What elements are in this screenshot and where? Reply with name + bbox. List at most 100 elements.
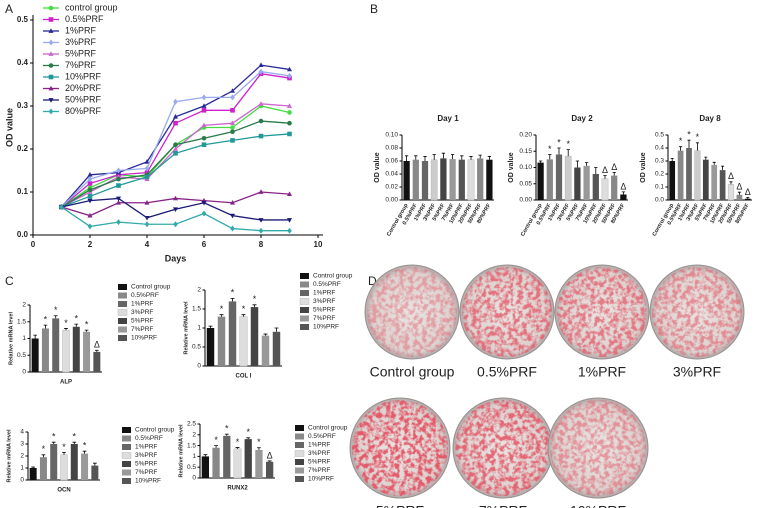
y-tick-label: 2 [20, 453, 24, 460]
bar [39, 457, 47, 480]
legend-swatch [295, 433, 304, 440]
error-bar [31, 466, 35, 468]
bar [601, 178, 609, 201]
y-tick-label: 0.2 [17, 144, 29, 153]
panel-letter: A [5, 2, 13, 16]
legend-label: 7%PRF [65, 60, 97, 70]
y-tick-label: 1 [20, 465, 24, 472]
panel-letter: C [5, 274, 14, 288]
error-bar [679, 146, 683, 151]
marker [287, 120, 292, 126]
marker [287, 110, 292, 115]
y-tick-label: 0.1 [17, 187, 29, 196]
error-bar [95, 349, 99, 352]
plate-label: 3%PRF [673, 364, 721, 380]
legend-label: 10%PRF [313, 324, 339, 331]
bar [403, 161, 410, 200]
error-bar [566, 149, 570, 157]
legend-swatch [300, 315, 309, 322]
annotation: * [566, 139, 570, 149]
bar [217, 316, 226, 366]
annotation: * [52, 432, 56, 442]
marker [229, 213, 236, 219]
bar [412, 159, 419, 200]
error-bar [41, 454, 46, 458]
legend-swatch [300, 281, 309, 288]
bar [93, 351, 101, 372]
x-axis-label: Days [165, 253, 187, 263]
legend-label: 5%PRF [313, 307, 335, 314]
legend-label: 7%PRF [135, 469, 157, 476]
y-tick-label: 1.5 [192, 306, 201, 313]
error-bar [72, 441, 77, 444]
marker [116, 219, 121, 226]
marker [87, 223, 93, 230]
y-tick-label: 0.04 [385, 171, 398, 178]
y-tick-label: 0.3 [17, 101, 29, 110]
marker [258, 62, 264, 67]
marker [258, 101, 264, 106]
y-tick-label: 0.5 [192, 344, 201, 351]
legend-swatch [295, 442, 304, 448]
y-axis-label: Relative mRNA level [6, 429, 12, 482]
bar [449, 159, 456, 200]
marker [287, 131, 292, 137]
marker [48, 28, 54, 33]
marker [116, 183, 121, 188]
marker [144, 215, 150, 221]
bar [266, 461, 274, 478]
legend-swatch [295, 476, 304, 482]
marker [144, 199, 150, 205]
marker [230, 108, 235, 113]
marker [87, 198, 93, 204]
annotation: * [44, 314, 48, 324]
annotation: * [83, 441, 87, 451]
x-axis-label: OCN [57, 488, 70, 494]
error-bar [219, 314, 224, 317]
annotation: Δ [602, 165, 608, 175]
marker [230, 129, 235, 135]
x-tick-label: 0 [31, 240, 36, 249]
error-bar [695, 142, 699, 151]
marker [258, 133, 264, 139]
error-bar [746, 197, 750, 199]
error-bar [51, 441, 56, 444]
marker [59, 204, 64, 211]
legend-swatch [118, 326, 127, 333]
annotation: Δ [620, 181, 626, 191]
legend-swatch [122, 461, 131, 467]
y-axis-label: OD value [508, 152, 515, 182]
error-bar [712, 161, 716, 165]
error-bar [33, 334, 37, 339]
error-bar [257, 447, 261, 450]
bar [228, 301, 237, 366]
error-bar [62, 452, 66, 455]
error-bar [404, 155, 409, 161]
y-tick-label: 2 [22, 302, 26, 309]
x-tick-label: 8 [259, 240, 264, 249]
legend-label: 3%PRF [131, 309, 153, 316]
plate-label: 7%PRF [479, 503, 527, 508]
annotation: * [64, 318, 68, 328]
annotation: * [253, 294, 257, 304]
annotation: * [75, 313, 79, 323]
bar [72, 326, 80, 372]
plate-label: 5%PRF [376, 503, 424, 508]
bar [62, 329, 70, 373]
annotation: * [687, 130, 691, 140]
annotation: Δ [94, 340, 100, 350]
error-bar [93, 462, 97, 466]
legend-swatch [118, 335, 127, 341]
annotation: * [236, 437, 240, 447]
error-bar [441, 152, 446, 159]
error-bar [241, 314, 246, 317]
y-tick-label: 0.3 [655, 158, 664, 165]
bar [669, 161, 676, 200]
marker [48, 63, 54, 68]
error-bar [687, 139, 691, 148]
error-bar [460, 155, 464, 160]
bar [239, 316, 248, 367]
marker [230, 138, 235, 143]
marker [173, 120, 178, 126]
legend-label: 7%PRF [131, 326, 153, 333]
